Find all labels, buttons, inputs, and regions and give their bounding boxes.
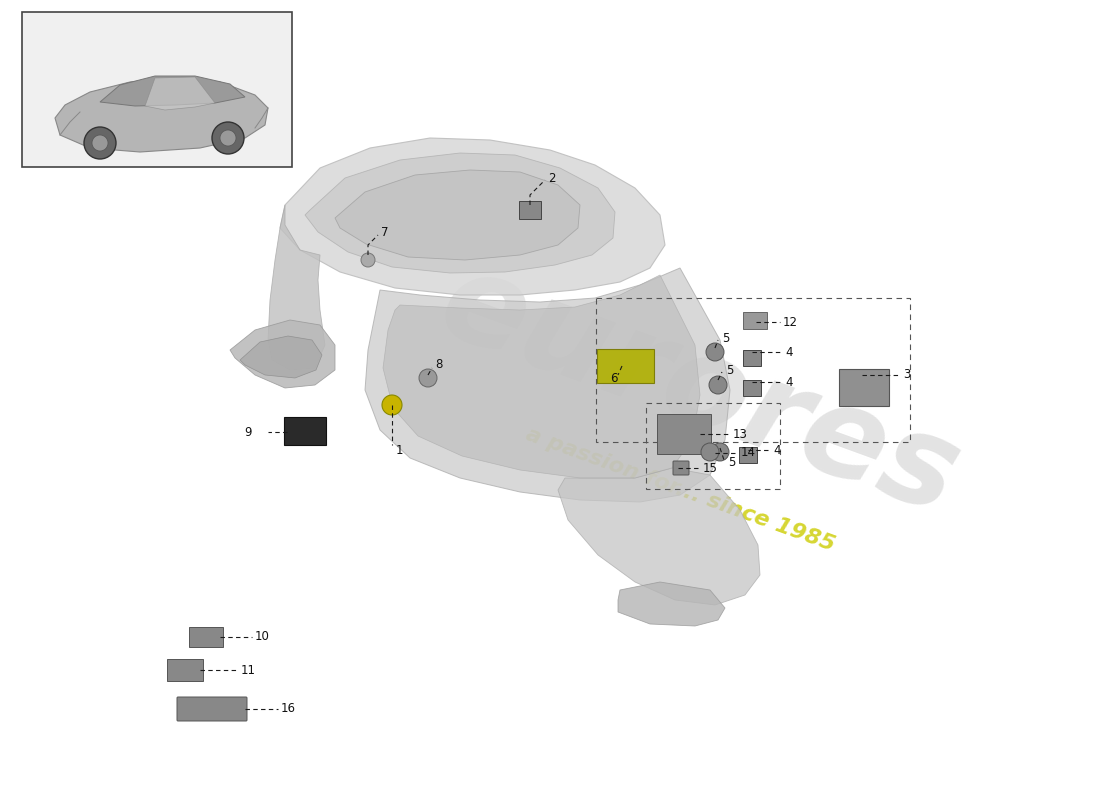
Polygon shape <box>383 275 700 478</box>
Text: 8: 8 <box>434 358 442 371</box>
Text: 2: 2 <box>548 171 556 185</box>
Text: 4: 4 <box>785 375 792 389</box>
Polygon shape <box>365 268 730 502</box>
Text: 16: 16 <box>280 702 296 715</box>
FancyBboxPatch shape <box>739 447 757 463</box>
Polygon shape <box>558 468 760 605</box>
Circle shape <box>220 130 236 146</box>
FancyBboxPatch shape <box>167 659 204 681</box>
Text: eurores: eurores <box>425 241 976 539</box>
Text: 4: 4 <box>785 346 792 358</box>
Text: 7: 7 <box>381 226 388 239</box>
Polygon shape <box>240 336 322 378</box>
FancyBboxPatch shape <box>742 380 761 396</box>
Text: 15: 15 <box>703 462 718 474</box>
Text: 1: 1 <box>396 443 404 457</box>
Text: a passion for... since 1985: a passion for... since 1985 <box>522 425 837 555</box>
Polygon shape <box>618 582 725 626</box>
Text: 10: 10 <box>255 630 270 643</box>
FancyBboxPatch shape <box>177 697 248 721</box>
Circle shape <box>92 135 108 151</box>
Polygon shape <box>336 170 580 260</box>
Polygon shape <box>305 153 615 273</box>
FancyBboxPatch shape <box>657 414 711 454</box>
Text: 6: 6 <box>610 371 617 385</box>
Circle shape <box>84 127 116 159</box>
Polygon shape <box>268 205 324 370</box>
Circle shape <box>212 122 244 154</box>
FancyBboxPatch shape <box>742 311 767 329</box>
FancyBboxPatch shape <box>597 349 654 383</box>
FancyBboxPatch shape <box>742 350 761 366</box>
Circle shape <box>361 253 375 267</box>
Text: 5: 5 <box>726 363 734 377</box>
Polygon shape <box>100 76 245 106</box>
FancyBboxPatch shape <box>519 201 541 219</box>
Text: 14: 14 <box>741 446 756 459</box>
Text: 3: 3 <box>903 369 911 382</box>
FancyBboxPatch shape <box>189 627 223 647</box>
Circle shape <box>706 343 724 361</box>
Polygon shape <box>230 320 336 388</box>
FancyBboxPatch shape <box>284 417 326 445</box>
Text: 13: 13 <box>733 427 748 441</box>
Circle shape <box>419 369 437 387</box>
Bar <box>22 12 292 167</box>
FancyBboxPatch shape <box>839 369 889 406</box>
Text: 11: 11 <box>241 663 256 677</box>
Polygon shape <box>55 78 268 152</box>
Circle shape <box>701 443 719 461</box>
Text: 5: 5 <box>722 331 729 345</box>
Text: 12: 12 <box>783 315 798 329</box>
FancyBboxPatch shape <box>673 461 689 475</box>
Circle shape <box>382 395 402 415</box>
Polygon shape <box>145 77 214 110</box>
Text: 9: 9 <box>244 426 252 438</box>
Circle shape <box>711 443 729 461</box>
Text: 5: 5 <box>728 455 736 469</box>
Polygon shape <box>280 138 666 295</box>
Circle shape <box>710 376 727 394</box>
Text: 4: 4 <box>773 443 781 457</box>
